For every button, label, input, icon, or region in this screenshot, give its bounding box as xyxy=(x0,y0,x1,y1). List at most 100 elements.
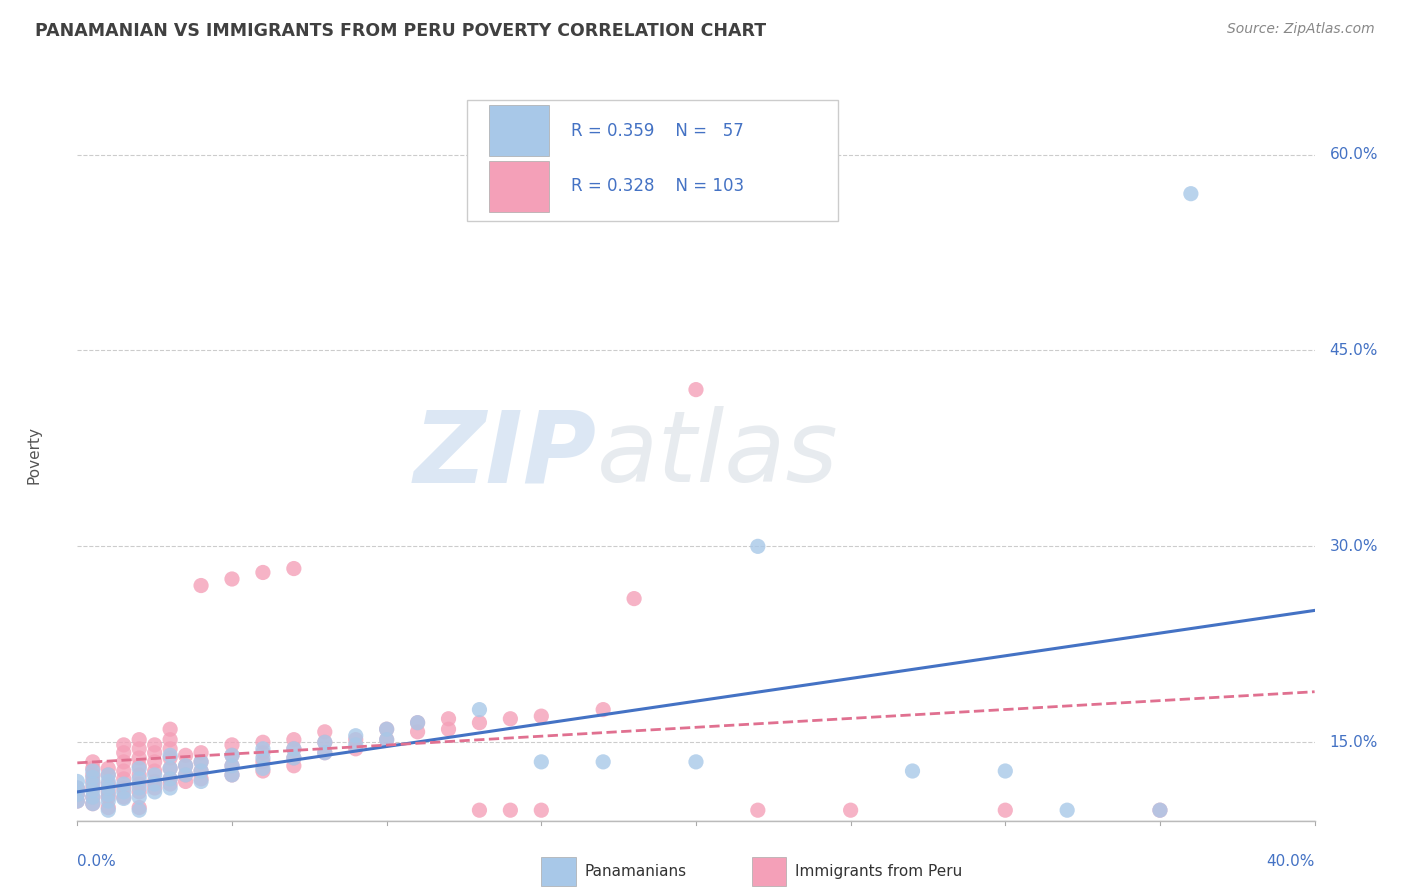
Point xyxy=(468,703,491,717)
Point xyxy=(82,797,104,811)
Point xyxy=(283,561,305,575)
Point xyxy=(143,785,166,799)
Point xyxy=(252,566,274,580)
Text: Panamanians: Panamanians xyxy=(585,864,686,880)
Point xyxy=(143,755,166,769)
Point xyxy=(97,780,120,795)
Point xyxy=(143,768,166,782)
Point xyxy=(344,738,367,752)
Point xyxy=(1056,803,1078,817)
Point xyxy=(82,761,104,775)
Point xyxy=(112,777,135,791)
Point xyxy=(747,803,769,817)
Point xyxy=(112,791,135,805)
Point xyxy=(159,741,181,756)
Point xyxy=(1180,186,1202,201)
Point xyxy=(221,758,243,772)
Point xyxy=(592,703,614,717)
Point xyxy=(190,755,212,769)
Point xyxy=(159,732,181,747)
Point xyxy=(685,755,707,769)
Point xyxy=(530,709,553,723)
Point xyxy=(252,761,274,775)
Point xyxy=(143,746,166,760)
Point xyxy=(592,755,614,769)
Point xyxy=(82,771,104,785)
Point xyxy=(128,761,150,775)
Point xyxy=(128,800,150,814)
Text: ZIP: ZIP xyxy=(413,407,598,503)
Point xyxy=(375,723,398,737)
Point xyxy=(252,755,274,769)
Point xyxy=(159,761,181,775)
Point xyxy=(143,780,166,795)
Point xyxy=(174,768,197,782)
Point xyxy=(174,748,197,763)
Text: 15.0%: 15.0% xyxy=(1330,735,1378,750)
Point xyxy=(314,735,336,749)
Point xyxy=(128,732,150,747)
Point xyxy=(190,764,212,778)
Point xyxy=(143,764,166,778)
Text: 40.0%: 40.0% xyxy=(1267,854,1315,869)
Point xyxy=(994,764,1017,778)
Point xyxy=(901,764,924,778)
Point xyxy=(406,724,429,739)
Point xyxy=(283,758,305,772)
Text: 0.0%: 0.0% xyxy=(77,854,117,869)
Point xyxy=(97,777,120,791)
Point xyxy=(128,772,150,786)
Point xyxy=(159,748,181,763)
Point xyxy=(406,715,429,730)
Text: R = 0.328    N = 103: R = 0.328 N = 103 xyxy=(571,178,744,195)
Text: PANAMANIAN VS IMMIGRANTS FROM PERU POVERTY CORRELATION CHART: PANAMANIAN VS IMMIGRANTS FROM PERU POVER… xyxy=(35,22,766,40)
Point xyxy=(97,768,120,782)
Point xyxy=(221,768,243,782)
Point xyxy=(252,741,274,756)
Point xyxy=(143,774,166,789)
Point xyxy=(221,748,243,763)
Point xyxy=(174,768,197,782)
Point xyxy=(314,746,336,760)
Point xyxy=(82,764,104,778)
Point xyxy=(97,788,120,802)
Point xyxy=(190,764,212,778)
Point xyxy=(344,729,367,743)
Point xyxy=(97,803,120,817)
Point xyxy=(437,723,460,737)
Point xyxy=(128,785,150,799)
Point xyxy=(66,774,89,789)
Point xyxy=(112,755,135,769)
Point xyxy=(190,774,212,789)
Point xyxy=(221,768,243,782)
Point xyxy=(159,780,181,795)
Point xyxy=(112,738,135,752)
Point xyxy=(128,780,150,795)
Point xyxy=(97,794,120,808)
Point xyxy=(82,797,104,811)
Point xyxy=(174,758,197,772)
Point xyxy=(283,751,305,765)
Point xyxy=(97,800,120,814)
Point xyxy=(406,715,429,730)
Point xyxy=(82,783,104,797)
Point xyxy=(190,755,212,769)
Text: R = 0.359    N =   57: R = 0.359 N = 57 xyxy=(571,122,744,140)
Point xyxy=(994,803,1017,817)
Point xyxy=(159,751,181,765)
Point xyxy=(283,741,305,756)
Point xyxy=(159,723,181,737)
Point xyxy=(159,761,181,775)
Text: 30.0%: 30.0% xyxy=(1330,539,1378,554)
Point xyxy=(1149,803,1171,817)
Point xyxy=(66,794,89,808)
Point xyxy=(344,732,367,747)
Point xyxy=(82,790,104,805)
Point xyxy=(530,755,553,769)
FancyBboxPatch shape xyxy=(489,161,548,212)
Point xyxy=(221,758,243,772)
Point xyxy=(375,732,398,747)
Point xyxy=(1149,803,1171,817)
Point xyxy=(112,780,135,795)
Point xyxy=(375,723,398,737)
